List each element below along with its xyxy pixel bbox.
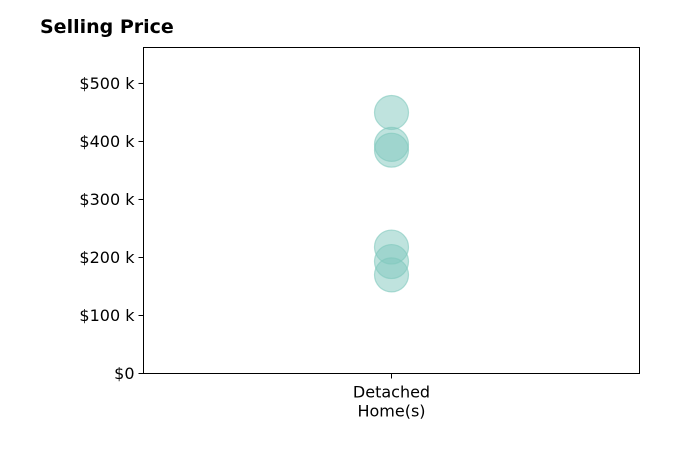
y-tick-label: $500 k: [79, 74, 135, 93]
data-point: [373, 132, 410, 168]
y-tick-label: $200 k: [79, 248, 135, 267]
y-tick-label: $100 k: [79, 306, 135, 325]
y-tick-label: $300 k: [79, 190, 135, 209]
y-tick-label: $400 k: [79, 132, 135, 151]
y-axis: $0 $100 k $200 k $300 k $400 k $500 k: [79, 74, 144, 383]
y-tick-label: $0: [114, 364, 134, 383]
data-point: [373, 94, 410, 131]
chart-title: Selling Price: [40, 16, 174, 38]
data-point: [373, 257, 410, 293]
x-axis: Detached Home(s): [353, 373, 430, 421]
data-points: [373, 94, 410, 293]
x-tick-label: Detached Home(s): [353, 383, 430, 421]
